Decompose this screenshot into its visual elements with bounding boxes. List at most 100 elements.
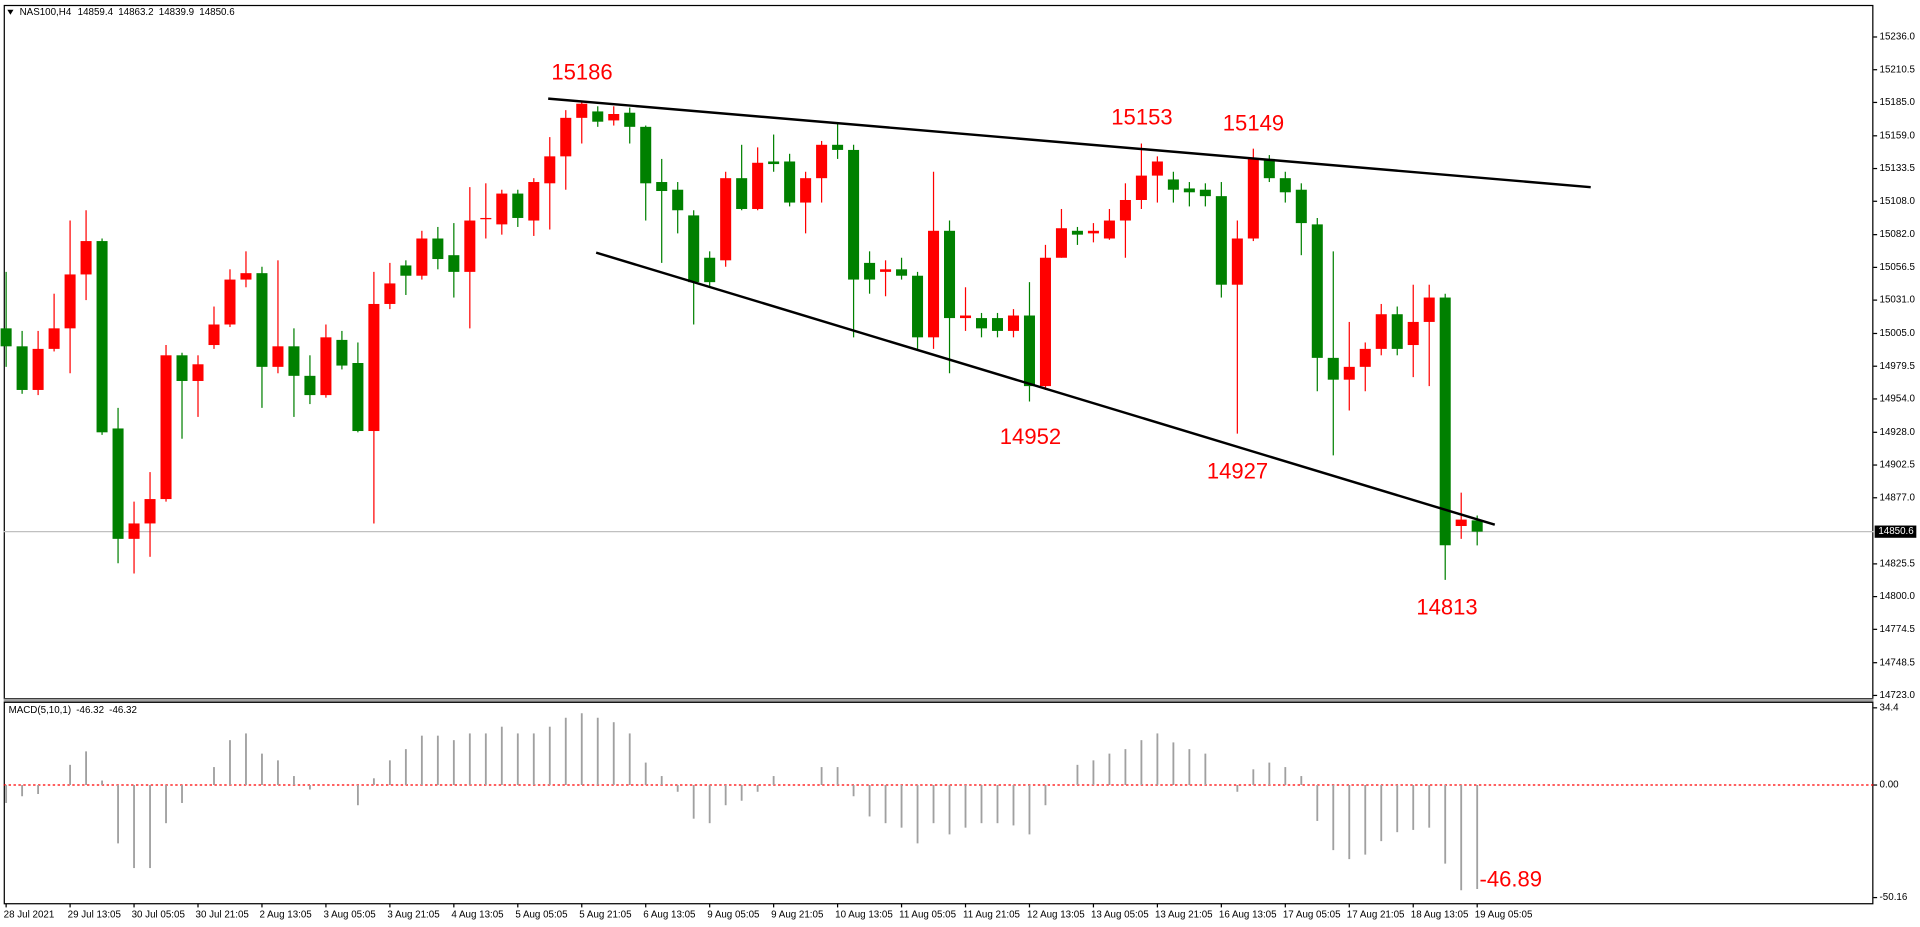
candle-body — [1295, 189, 1307, 224]
candle-body — [464, 220, 476, 272]
candle-body — [896, 269, 908, 276]
candle-body — [784, 161, 796, 203]
candle-body — [991, 318, 1004, 331]
candle-body — [448, 255, 460, 272]
candle-body — [512, 193, 524, 218]
candle-body — [368, 303, 380, 432]
y-tick-label: 15005.0 — [1880, 328, 1916, 339]
candle-body — [544, 156, 556, 184]
candle-body — [1231, 238, 1243, 285]
macd-y-tick-label: 0.00 — [1880, 780, 1900, 791]
candle-body — [816, 144, 828, 179]
candle-body — [16, 346, 28, 390]
candle-body — [1215, 196, 1227, 285]
x-tick-label: 17 Aug 05:05 — [1283, 909, 1341, 920]
x-tick-label: 16 Aug 13:05 — [1219, 909, 1277, 920]
macd-main-value: -46.32 — [76, 705, 104, 716]
candle-body — [975, 318, 988, 329]
header-close: 14850.6 — [199, 7, 235, 18]
candle-body — [960, 315, 972, 319]
candle-body — [752, 162, 764, 209]
x-tick-label: 9 Aug 05:05 — [707, 909, 760, 920]
candle-body — [656, 182, 668, 192]
y-tick-label: 14800.0 — [1880, 591, 1916, 602]
y-tick-label: 14902.5 — [1880, 460, 1916, 471]
candle-body — [128, 523, 140, 539]
y-tick-label: 14723.0 — [1880, 690, 1916, 701]
candle-body — [1199, 189, 1211, 197]
symbol: NAS100,H4 — [20, 7, 72, 18]
candle-body — [336, 339, 348, 366]
candle-body — [256, 273, 268, 367]
y-tick-label: 15082.0 — [1880, 229, 1916, 240]
candle-body — [1423, 297, 1435, 322]
candle-body — [384, 283, 396, 304]
candle-body — [1135, 175, 1147, 200]
candle-body — [1407, 321, 1419, 346]
candle-body — [1007, 315, 1019, 331]
candle-body — [912, 275, 924, 338]
x-tick-label: 30 Jul 05:05 — [132, 909, 186, 920]
candle-body — [144, 499, 156, 524]
x-tick-label: 12 Aug 13:05 — [1027, 909, 1085, 920]
trend-line — [595, 251, 1496, 526]
candle-body — [720, 178, 732, 261]
candle-body — [1055, 228, 1067, 258]
x-tick-label: 30 Jul 21:05 — [196, 909, 250, 920]
header: NAS100,H4 14859.4 14863.2 14839.9 14850.… — [20, 7, 236, 18]
x-tick-label: 3 Aug 21:05 — [387, 909, 440, 920]
header-arrow — [7, 9, 14, 15]
macd-signal-value: -46.32 — [109, 705, 137, 716]
candle-body — [224, 279, 236, 325]
y-tick-label: 14825.5 — [1880, 558, 1916, 569]
candle-body — [608, 113, 620, 121]
x-tick-label: 3 Aug 05:05 — [323, 909, 376, 920]
candle-body — [1023, 315, 1035, 387]
header-open: 14859.4 — [78, 7, 114, 18]
y-tick-label: 15108.0 — [1880, 196, 1916, 207]
candle-body — [736, 178, 748, 209]
candle-body — [768, 161, 780, 165]
candle-body — [1087, 230, 1099, 234]
candle-body — [192, 364, 204, 381]
y-tick-label: 15185.0 — [1880, 97, 1916, 108]
x-tick-label: 5 Aug 05:05 — [515, 909, 568, 920]
candle-body — [528, 182, 540, 221]
header-high: 14863.2 — [118, 7, 153, 18]
candle-body — [112, 428, 124, 539]
x-tick-label: 13 Aug 21:05 — [1155, 909, 1213, 920]
candle-body — [800, 178, 812, 203]
trend-line — [548, 97, 1591, 189]
y-tick-label: 14954.0 — [1880, 394, 1916, 405]
x-tick-label: 10 Aug 13:05 — [835, 909, 893, 920]
y-tick-label: 15210.5 — [1880, 64, 1916, 75]
candle-body — [352, 363, 364, 432]
candle-body — [1183, 188, 1195, 193]
candle-body — [432, 238, 444, 260]
candle-body — [96, 241, 108, 433]
candle-body — [1359, 348, 1371, 367]
candle-body — [240, 273, 252, 280]
annotation: 14813 — [1416, 594, 1477, 619]
y-tick-label: 14928.0 — [1880, 427, 1916, 438]
price-box — [1874, 525, 1917, 538]
y-tick-label: 15031.0 — [1880, 295, 1916, 306]
x-tick-label: 17 Aug 21:05 — [1347, 909, 1405, 920]
y-tick-label: 15056.5 — [1880, 262, 1916, 273]
candle-body — [1455, 519, 1467, 527]
candle-body — [832, 144, 844, 150]
candle-body — [1343, 366, 1355, 380]
y-tick-label: 14774.5 — [1880, 624, 1916, 635]
y-tick-label: 15236.0 — [1880, 32, 1916, 43]
annotation: 15149 — [1223, 111, 1284, 136]
candle-body — [864, 262, 876, 280]
candle-body — [400, 265, 412, 276]
candle-body — [592, 111, 604, 122]
candle-body — [944, 230, 956, 319]
candle-body — [1071, 230, 1083, 235]
x-tick-label: 11 Aug 21:05 — [963, 909, 1021, 920]
x-tick-label: 13 Aug 05:05 — [1091, 909, 1149, 920]
candle-body — [880, 269, 892, 272]
